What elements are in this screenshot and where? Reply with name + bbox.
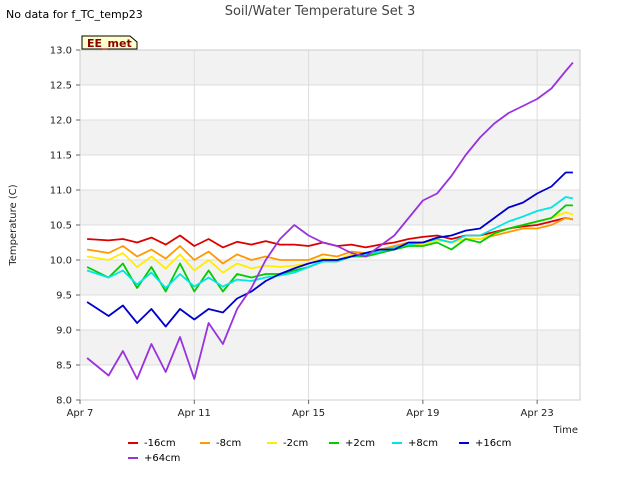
badge-label: EE_met bbox=[87, 37, 132, 50]
y-axis: 8.0 8.5 9.0 9.5 10.0 10.5 11.0 11.5 12.0 12.5 13.0 bbox=[50, 46, 80, 407]
y-tick-label: 13.0 bbox=[50, 46, 72, 57]
x-axis-title: Time bbox=[553, 425, 578, 436]
y-tick-label: 11.5 bbox=[50, 151, 72, 162]
y-tick-label: 9.5 bbox=[56, 291, 72, 302]
y-tick-label: 11.0 bbox=[50, 186, 72, 197]
y-tick-label: 12.0 bbox=[50, 116, 72, 127]
y-tick-label: 12.5 bbox=[50, 81, 72, 92]
badge-shape bbox=[81, 35, 138, 50]
legend-label-minus16cm: -16cm bbox=[144, 438, 176, 449]
y-tick-label: 10.0 bbox=[50, 256, 72, 267]
y-tick-label: 8.0 bbox=[56, 396, 72, 407]
no-data-status: No data for f_TC_temp23 bbox=[6, 8, 143, 21]
y-tick-label: 10.5 bbox=[50, 221, 72, 232]
y-axis-title: Temperature (C) bbox=[8, 184, 19, 266]
x-tick-label: Apr 11 bbox=[178, 408, 211, 419]
station-badge: EE_met bbox=[81, 35, 138, 50]
chart-title: Soil/Water Temperature Set 3 bbox=[225, 4, 416, 19]
y-tick-label: 8.5 bbox=[56, 361, 72, 372]
x-tick-label: Apr 23 bbox=[521, 408, 554, 419]
legend-label-plus8cm: +8cm bbox=[408, 438, 438, 449]
band bbox=[80, 330, 580, 365]
x-tick-label: Apr 15 bbox=[292, 408, 325, 419]
legend-label-plus16cm: +16cm bbox=[475, 438, 511, 449]
background-bands bbox=[80, 50, 580, 365]
legend-label-minus2cm: -2cm bbox=[283, 438, 308, 449]
x-tick-label: Apr 7 bbox=[67, 408, 94, 419]
y-tick-label: 9.0 bbox=[56, 326, 72, 337]
x-axis: Apr 7 Apr 11 Apr 15 Apr 19 Apr 23 bbox=[67, 400, 554, 419]
band bbox=[80, 50, 580, 85]
series-line-plus16cm bbox=[86, 171, 573, 328]
legend: -16cm -8cm -2cm +2cm +8cm +16cm +64cm bbox=[128, 438, 511, 464]
legend-label-plus2cm: +2cm bbox=[345, 438, 375, 449]
series-line-plus8cm bbox=[86, 196, 574, 289]
legend-label-minus8cm: -8cm bbox=[216, 438, 241, 449]
legend-label-plus64cm: +64cm bbox=[144, 453, 180, 464]
band bbox=[80, 190, 580, 225]
series-lines bbox=[86, 62, 574, 380]
band bbox=[80, 120, 580, 155]
series-line-minus8cm bbox=[86, 217, 574, 265]
series-line-plus64cm bbox=[86, 62, 574, 380]
x-tick-label: Apr 19 bbox=[406, 408, 439, 419]
